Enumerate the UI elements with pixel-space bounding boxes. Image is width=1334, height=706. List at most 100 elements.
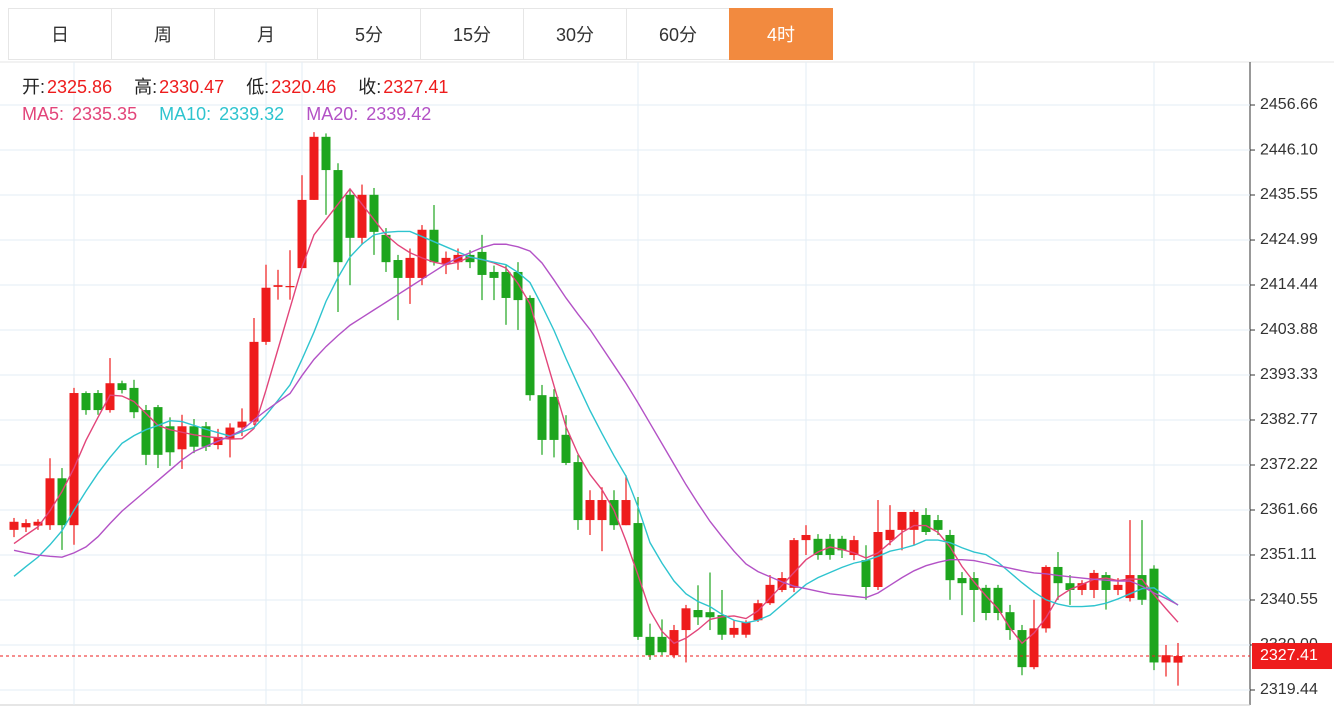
y-tick-label: 2340.55 [1260, 591, 1318, 608]
candle-body [261, 287, 271, 342]
candle-body [765, 584, 775, 604]
candle-body [1125, 575, 1135, 599]
y-tick-label: 2435.55 [1260, 186, 1318, 203]
period-tab[interactable]: 周 [111, 8, 215, 60]
current-price-box [1252, 643, 1332, 670]
candle-body [1017, 630, 1027, 668]
candle-body [921, 514, 931, 533]
candle-body [681, 608, 691, 631]
candle-body [405, 257, 415, 278]
candle-body [729, 627, 739, 635]
legend-name: MA10: [159, 104, 212, 124]
candle-body [513, 271, 523, 301]
candle-body [501, 271, 511, 298]
period-tab[interactable]: 日 [8, 8, 112, 60]
y-tick-label: 2372.22 [1260, 456, 1318, 473]
candle-body [597, 500, 607, 521]
y-tick-label: 2446.10 [1260, 141, 1318, 158]
candle-body [45, 478, 55, 526]
period-tab[interactable]: 60分 [626, 8, 730, 60]
candle-body [1161, 655, 1171, 663]
candle-body [957, 578, 967, 584]
candle-body [1113, 584, 1123, 590]
period-tab[interactable]: 5分 [317, 8, 421, 60]
candle-body [141, 410, 151, 455]
candle-body [1029, 628, 1039, 668]
candle-body [693, 610, 703, 618]
y-tick-label: 2382.77 [1260, 411, 1318, 428]
candle-body [897, 511, 907, 530]
candle-body [249, 341, 259, 422]
candle-body [1173, 656, 1183, 663]
candle-body [645, 636, 655, 656]
period-tab[interactable]: 15分 [420, 8, 524, 60]
candle-body [21, 523, 31, 528]
ohlc-value: 2320.46 [271, 77, 337, 97]
candle-body [717, 615, 727, 635]
candle-body [309, 136, 319, 200]
candle-body [573, 462, 583, 521]
legend-value: 2339.42 [366, 104, 432, 124]
candle-body [909, 511, 919, 530]
candle-body [357, 194, 367, 238]
y-tick-label: 2361.66 [1260, 501, 1318, 518]
candle-body [465, 254, 475, 263]
candle-body [741, 621, 751, 635]
candle-body [1077, 583, 1087, 590]
candle-body [417, 229, 427, 278]
current-price-label: 2327.41 [1260, 647, 1318, 664]
candle-body [633, 523, 643, 637]
candle-body [153, 407, 163, 455]
candle-body [537, 395, 547, 440]
candle-body [813, 538, 823, 556]
candle-body [561, 434, 571, 463]
candle-body [297, 199, 307, 269]
candle-body [441, 257, 451, 264]
candle-body [981, 587, 991, 614]
ohlc-label: 收: [358, 77, 382, 97]
candle-body [9, 521, 19, 530]
candle-body [933, 520, 943, 530]
y-tick-label: 2456.66 [1260, 96, 1318, 113]
candle-body [381, 234, 391, 263]
candle-body [525, 297, 535, 396]
candle-body [657, 636, 667, 653]
candle-body [273, 285, 283, 287]
candle-body [237, 421, 247, 428]
ohlc-label: 低: [246, 77, 270, 97]
candle-body [81, 393, 91, 411]
legend-value: 2335.35 [72, 104, 138, 124]
ohlc-value: 2325.86 [47, 77, 113, 97]
candle-body [489, 271, 499, 278]
candle-body [549, 396, 559, 440]
candle-body [105, 383, 115, 411]
candle-body [93, 393, 103, 411]
candle-body [69, 393, 79, 526]
period-tab[interactable]: 4时 [729, 8, 833, 60]
candle-body [429, 229, 439, 263]
legend-value: 2339.32 [219, 104, 285, 124]
candle-body [1041, 566, 1051, 629]
ohlc-row: 开: 2325.86 高: 2330.47 低: 2320.46 收: 2327.41 [22, 74, 470, 101]
candle-body [189, 426, 199, 447]
candle-body [1065, 583, 1075, 590]
candle-body [945, 534, 955, 581]
candle-body [57, 478, 67, 526]
candle-body [225, 427, 235, 440]
candle-body [33, 521, 43, 526]
y-tick-label: 2319.44 [1260, 681, 1318, 698]
candle-body [477, 251, 487, 275]
candle-body [777, 578, 787, 590]
legend-name: MA5: [22, 104, 65, 124]
candle-body [117, 383, 127, 391]
candle-body [993, 587, 1003, 614]
candle-body [1005, 612, 1015, 631]
period-tab[interactable]: 30分 [523, 8, 627, 60]
candle-body [285, 286, 295, 288]
candle-body [609, 500, 619, 526]
ohlc-value: 2330.47 [159, 77, 225, 97]
period-tab[interactable]: 月 [214, 8, 318, 60]
candle-body [393, 260, 403, 278]
